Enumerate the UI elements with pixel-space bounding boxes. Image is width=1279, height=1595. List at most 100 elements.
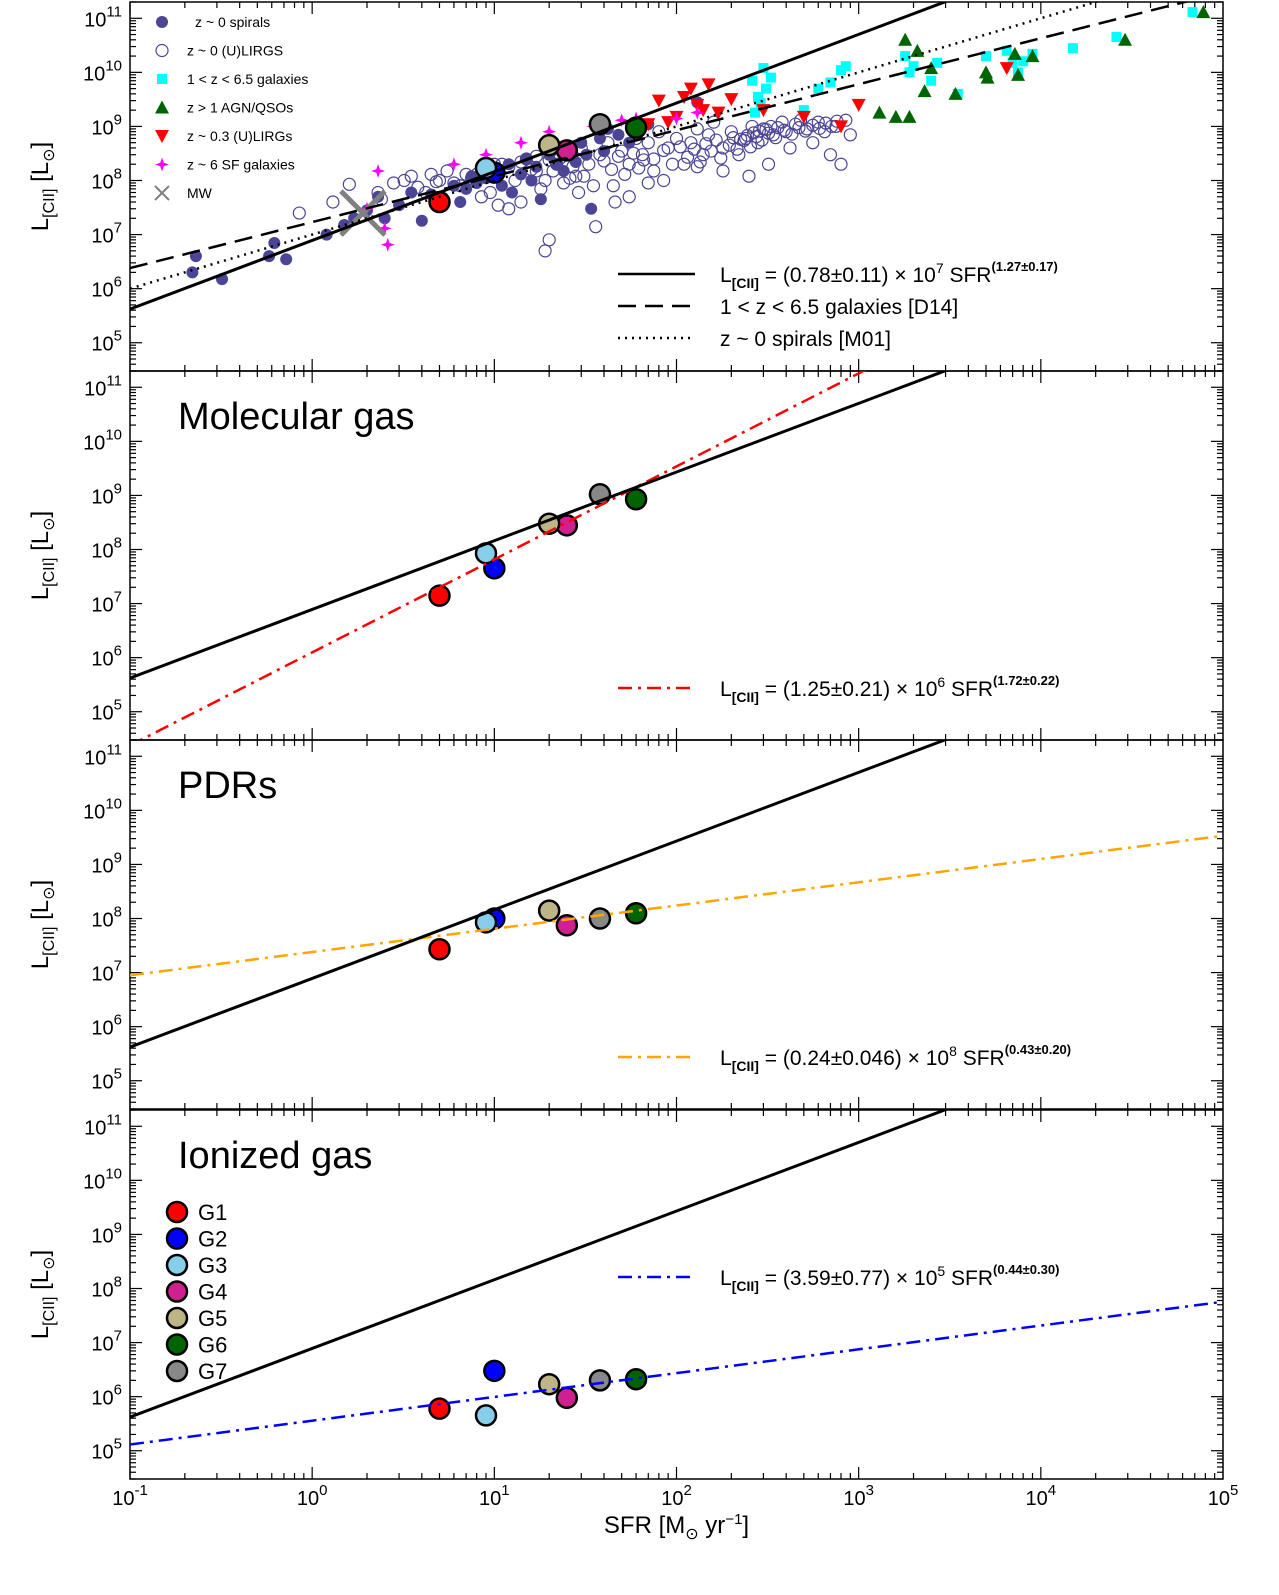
data-point bbox=[268, 236, 281, 249]
data-point bbox=[722, 138, 736, 152]
data-point bbox=[926, 75, 937, 86]
data-point bbox=[806, 136, 820, 150]
data-point bbox=[1007, 46, 1022, 60]
data-point bbox=[732, 148, 746, 162]
data-point bbox=[687, 142, 701, 156]
data-point bbox=[701, 78, 716, 92]
data-point bbox=[726, 131, 740, 145]
data-point bbox=[411, 180, 425, 194]
y-tick-label: 108 bbox=[91, 535, 122, 563]
y-tick-label: 107 bbox=[91, 958, 122, 986]
data-point bbox=[669, 111, 684, 126]
series-1-z-6-5-galaxies bbox=[747, 7, 1198, 118]
data-point bbox=[447, 176, 461, 190]
data-point bbox=[657, 173, 671, 188]
x-tick-label: 104 bbox=[1026, 1482, 1057, 1510]
series-z-1-agn-qsos bbox=[872, 5, 1211, 123]
data-point bbox=[908, 61, 919, 72]
data-point bbox=[747, 75, 758, 86]
group-point-g7 bbox=[588, 1369, 612, 1392]
legend-marker bbox=[155, 43, 169, 58]
data-point bbox=[677, 157, 691, 171]
data-point bbox=[823, 148, 838, 162]
data-point bbox=[635, 148, 650, 162]
y-tick-label: 105 bbox=[91, 1436, 122, 1464]
data-point bbox=[397, 173, 411, 188]
data-point bbox=[1118, 32, 1133, 46]
data-point bbox=[1187, 7, 1198, 18]
y-tick-label: 1011 bbox=[84, 1111, 122, 1139]
data-point bbox=[647, 152, 661, 166]
y-tick-label: 1011 bbox=[84, 372, 122, 400]
legend-label: z ~ 0 spirals [M01] bbox=[720, 328, 891, 351]
data-point bbox=[980, 51, 991, 62]
data-point bbox=[529, 149, 543, 163]
data-point bbox=[851, 98, 866, 112]
data-point bbox=[652, 125, 666, 139]
y-axis-label: L[CII] [L⊙] bbox=[27, 142, 58, 231]
panel-total: 105 106 107 108 109 1010 1011 L[CII] [L⊙] L[CII]… bbox=[27, 1, 1224, 372]
data-point bbox=[840, 61, 851, 72]
data-point bbox=[843, 128, 857, 142]
data-point bbox=[612, 128, 625, 141]
data-point bbox=[742, 169, 756, 183]
data-point bbox=[514, 195, 528, 209]
data-point bbox=[611, 149, 626, 163]
data-point bbox=[405, 186, 418, 199]
legend-label: L[CII] = (3.59±0.77) × 105 SFR(0.44±0.30… bbox=[720, 1262, 1059, 1294]
legend-label: G5 bbox=[198, 1306, 227, 1331]
plot-layer: 105 106 107 108 109 1010 1011 L[CII] [L⊙] L[CII]… bbox=[27, 1, 1239, 1543]
data-point bbox=[582, 157, 596, 171]
y-tick-label: 108 bbox=[91, 1274, 122, 1302]
legend-label: G1 bbox=[198, 1200, 227, 1225]
data-point bbox=[904, 67, 915, 78]
data-point bbox=[724, 93, 739, 107]
data-point bbox=[806, 118, 820, 132]
y-tick-label: 107 bbox=[91, 589, 122, 617]
data-point bbox=[186, 266, 199, 279]
main-relation-line bbox=[130, 1110, 949, 1419]
data-point bbox=[585, 202, 598, 215]
legend-label: MW bbox=[187, 185, 213, 201]
data-point bbox=[534, 193, 547, 206]
group-point-g7 bbox=[588, 907, 612, 930]
y-tick-label: 109 bbox=[91, 1219, 122, 1247]
data-point bbox=[641, 136, 655, 150]
data-point bbox=[683, 82, 698, 96]
data-point bbox=[508, 173, 522, 188]
data-point bbox=[647, 164, 661, 178]
data-point bbox=[888, 109, 903, 123]
y-axis-label: L[CII] [L⊙] bbox=[27, 511, 58, 600]
legend-label: G2 bbox=[198, 1227, 227, 1252]
x-axis-label: SFR [M⊙ yr−1] bbox=[604, 1511, 749, 1543]
legend-marker bbox=[155, 130, 169, 143]
panel-title: PDRs bbox=[178, 765, 277, 807]
data-point bbox=[779, 125, 793, 139]
data-point bbox=[542, 233, 556, 247]
data-point bbox=[483, 185, 497, 200]
x-tick-label: 105 bbox=[1208, 1482, 1239, 1510]
data-point bbox=[932, 57, 943, 68]
data-point bbox=[608, 195, 622, 209]
data-point bbox=[626, 146, 641, 160]
data-point bbox=[550, 157, 564, 171]
y-tick-label: 107 bbox=[91, 1328, 122, 1356]
data-point bbox=[758, 63, 769, 74]
group-point-g1 bbox=[428, 584, 451, 607]
legend-label: 1 < z < 6.5 galaxies [D14] bbox=[720, 296, 958, 319]
legend-label: z ~ 0 (U)LIRGS bbox=[187, 43, 283, 59]
data-point bbox=[752, 124, 766, 138]
legend-label: G4 bbox=[198, 1280, 227, 1305]
data-point bbox=[872, 105, 887, 119]
data-point bbox=[755, 98, 766, 109]
data-point bbox=[440, 164, 454, 178]
data-point bbox=[771, 121, 785, 135]
data-point bbox=[387, 176, 401, 190]
data-point bbox=[415, 214, 428, 227]
legend-marker-g4 bbox=[165, 1280, 189, 1303]
legend-marker-g1 bbox=[165, 1200, 189, 1224]
data-point bbox=[538, 173, 552, 188]
data-point bbox=[632, 161, 646, 175]
y-tick-label: 1010 bbox=[83, 1165, 122, 1193]
